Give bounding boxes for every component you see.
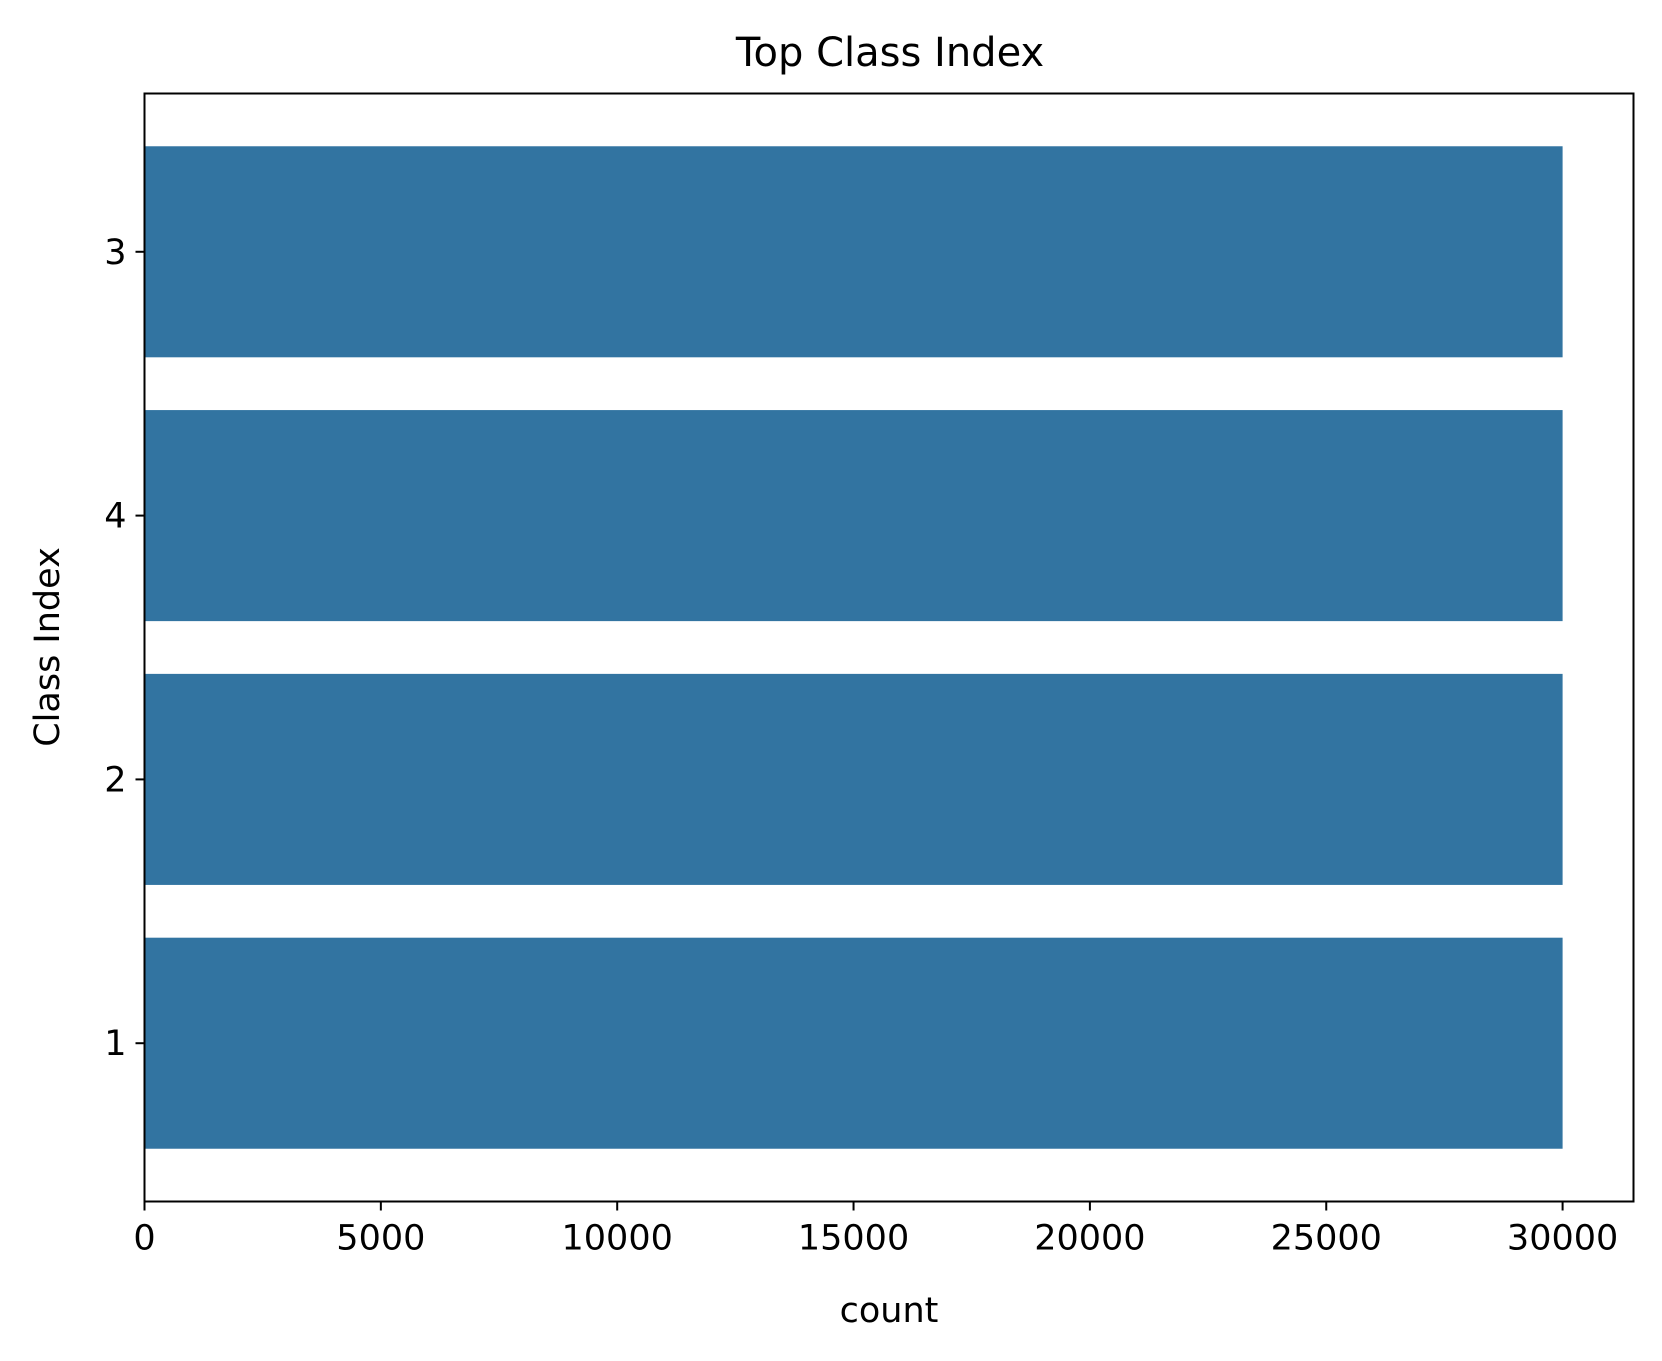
y-tick-label: 3 [104,233,126,273]
x-tick-label: 25000 [1271,1219,1382,1259]
x-axis-ticks: 0 5000 10000 15000 20000 25000 30000 [133,1201,1618,1259]
x-axis-label: count [840,1291,939,1331]
x-tick-label: 15000 [798,1219,909,1259]
x-tick-label: 30000 [1507,1219,1618,1259]
x-tick-label: 0 [133,1219,155,1259]
plot-frame [143,92,1635,1203]
x-tick-label: 5000 [336,1219,425,1259]
bar-class-1 [144,937,1563,1149]
y-tick-label: 4 [104,497,126,537]
x-tick-label: 20000 [1034,1219,1145,1259]
chart-title: Top Class Index [735,30,1044,76]
y-axis-label: Class Index [28,547,68,747]
y-axis-ticks: 3 4 2 1 [104,233,145,1064]
bar-class-3 [144,146,1563,358]
x-tick-label: 10000 [562,1219,673,1259]
bar-class-2 [144,673,1563,885]
bar-class-4 [144,410,1563,622]
y-tick-label: 2 [104,760,126,800]
y-tick-label: 1 [104,1024,126,1064]
bars-group [144,146,1563,1149]
